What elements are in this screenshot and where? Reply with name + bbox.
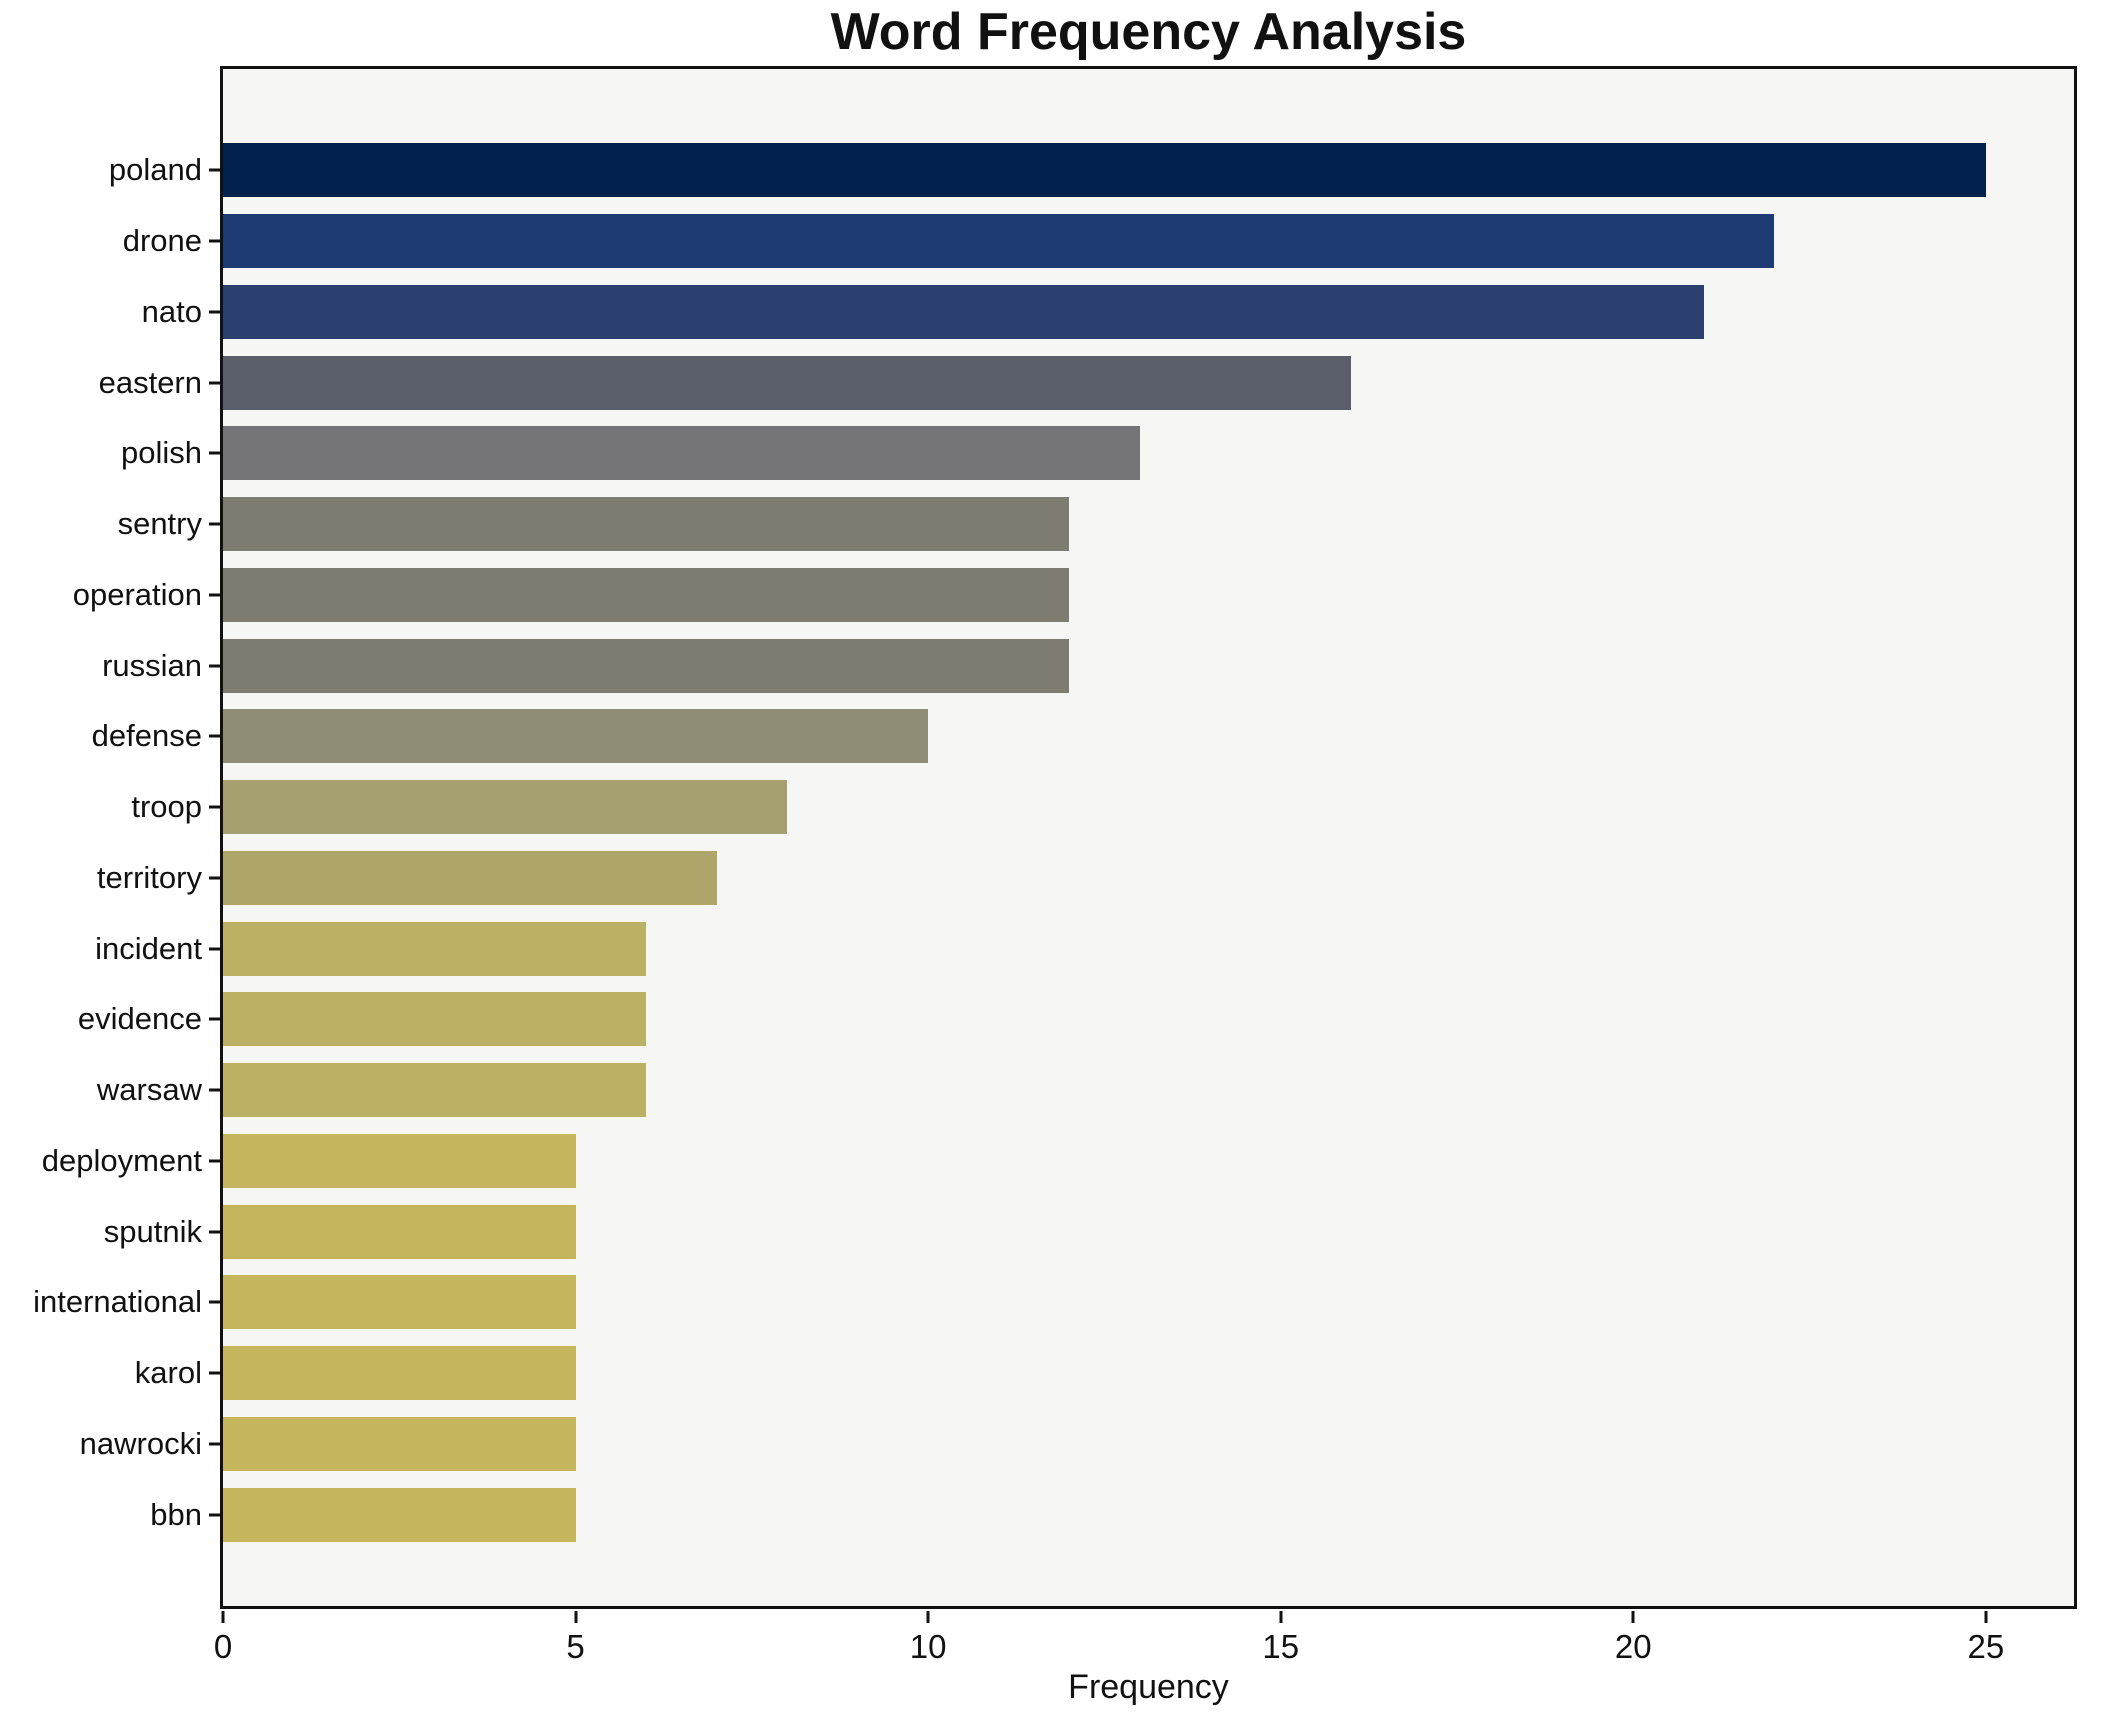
bar-operation bbox=[223, 567, 1070, 622]
x-tick-mark bbox=[926, 1611, 930, 1623]
bar-row: drone bbox=[123, 206, 2074, 277]
y-axis-label: poland bbox=[108, 152, 202, 188]
y-tick-mark bbox=[209, 1088, 220, 1092]
y-axis-label: defense bbox=[91, 718, 202, 754]
y-tick-mark bbox=[209, 593, 220, 597]
x-tick-label: 10 bbox=[909, 1628, 947, 1665]
bar-row: poland bbox=[109, 135, 2074, 206]
y-tick-mark bbox=[209, 522, 220, 526]
bar-poland bbox=[223, 143, 1986, 198]
y-tick-mark bbox=[209, 664, 220, 668]
bar-row: incident bbox=[95, 913, 2074, 984]
y-axis-label: drone bbox=[122, 223, 202, 259]
y-axis-label: international bbox=[33, 1284, 202, 1320]
bar-polish bbox=[223, 426, 1140, 481]
bar-drone bbox=[223, 214, 1775, 269]
y-tick-mark bbox=[209, 381, 220, 385]
y-axis-label: bbn bbox=[150, 1496, 202, 1532]
y-tick-mark bbox=[209, 451, 220, 455]
x-tick-mark bbox=[221, 1611, 225, 1623]
y-axis-label: sputnik bbox=[103, 1213, 202, 1249]
bar-row: nawrocki bbox=[80, 1409, 2074, 1480]
bar-row: international bbox=[33, 1267, 2074, 1338]
y-axis-label: deployment bbox=[41, 1142, 202, 1178]
y-tick-mark bbox=[209, 239, 220, 243]
y-axis-label: nawrocki bbox=[79, 1425, 202, 1461]
y-tick-mark bbox=[209, 1442, 220, 1446]
y-tick-mark bbox=[209, 1159, 220, 1163]
bar-sentry bbox=[223, 497, 1070, 552]
y-axis-label: eastern bbox=[98, 364, 202, 400]
bar-row: evidence bbox=[78, 984, 2074, 1055]
bar-international bbox=[223, 1275, 576, 1330]
bar-sputnik bbox=[223, 1204, 576, 1259]
y-tick-mark bbox=[209, 805, 220, 809]
y-tick-mark bbox=[209, 734, 220, 738]
bar-row: bbn bbox=[150, 1479, 2074, 1550]
bar-territory bbox=[223, 850, 717, 905]
y-tick-mark bbox=[209, 1513, 220, 1517]
x-tick-label: 15 bbox=[1262, 1628, 1300, 1665]
bar-row: nato bbox=[142, 277, 2074, 348]
x-tick-mark bbox=[1631, 1611, 1635, 1623]
bar-russian bbox=[223, 638, 1070, 693]
y-axis-label: polish bbox=[121, 435, 202, 471]
y-tick-mark bbox=[209, 1230, 220, 1234]
y-tick-mark bbox=[209, 1017, 220, 1021]
x-tick-label: 5 bbox=[566, 1628, 585, 1665]
bar-nato bbox=[223, 284, 1704, 339]
y-axis-label: incident bbox=[95, 930, 202, 966]
x-tick-mark bbox=[1984, 1611, 1988, 1623]
x-tick-mark bbox=[574, 1611, 578, 1623]
y-tick-mark bbox=[209, 1371, 220, 1375]
bar-deployment bbox=[223, 1133, 576, 1188]
bar-warsaw bbox=[223, 1063, 647, 1118]
bar-row: territory bbox=[97, 843, 2074, 914]
y-tick-mark bbox=[209, 310, 220, 314]
bar-nawrocki bbox=[223, 1416, 576, 1471]
y-tick-mark bbox=[209, 168, 220, 172]
y-axis-label: russian bbox=[102, 647, 202, 683]
y-axis-label: karol bbox=[134, 1355, 202, 1391]
bar-evidence bbox=[223, 992, 647, 1047]
bar-defense bbox=[223, 709, 929, 764]
bar-row: warsaw bbox=[97, 1055, 2074, 1126]
bar-bbn bbox=[223, 1487, 576, 1542]
y-axis-label: nato bbox=[141, 293, 202, 329]
chart-title: Word Frequency Analysis bbox=[830, 3, 1467, 61]
y-axis-label: evidence bbox=[77, 1001, 202, 1037]
bar-row: russian bbox=[102, 630, 2074, 701]
bar-row: deployment bbox=[42, 1126, 2074, 1197]
bar-troop bbox=[223, 780, 788, 835]
bar-row: defense bbox=[92, 701, 2074, 772]
bar-row: eastern bbox=[99, 347, 2074, 418]
x-axis-label: Frequency bbox=[1068, 1668, 1229, 1706]
x-tick-label: 0 bbox=[213, 1628, 233, 1665]
y-axis-label: operation bbox=[72, 576, 202, 612]
y-axis-label: troop bbox=[131, 789, 202, 825]
y-tick-mark bbox=[209, 876, 220, 880]
plot-area: poland drone nato eastern polish sentry operat… bbox=[33, 66, 2077, 1665]
y-axis-label: warsaw bbox=[96, 1072, 202, 1108]
bar-row: sputnik bbox=[104, 1196, 2074, 1267]
bar-eastern bbox=[223, 355, 1352, 410]
bar-row: polish bbox=[121, 418, 2074, 489]
x-tick-label: 25 bbox=[1967, 1628, 2005, 1665]
y-tick-mark bbox=[209, 1300, 220, 1304]
bar-incident bbox=[223, 921, 647, 976]
bar-row: troop bbox=[131, 772, 2074, 843]
x-tick-mark bbox=[1279, 1611, 1283, 1623]
bar-karol bbox=[223, 1346, 576, 1401]
y-tick-mark bbox=[209, 947, 220, 951]
x-tick-label: 20 bbox=[1614, 1628, 1652, 1665]
y-axis-label: territory bbox=[96, 859, 202, 895]
bar-row: karol bbox=[135, 1338, 2074, 1409]
bars-container: poland drone nato eastern polish sentry operat… bbox=[33, 69, 2074, 1606]
bar-row: operation bbox=[73, 560, 2074, 631]
y-axis-label: sentry bbox=[117, 506, 202, 542]
bar-row: sentry bbox=[118, 489, 2074, 560]
